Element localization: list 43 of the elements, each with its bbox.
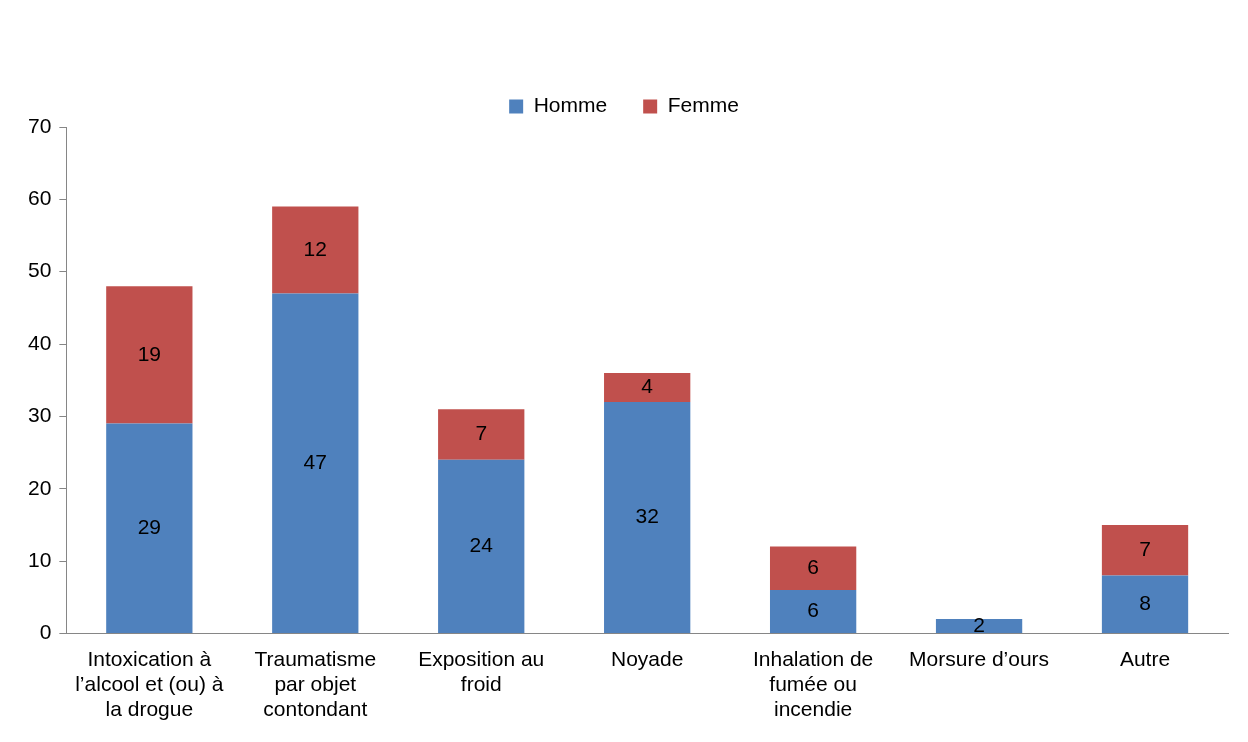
- x-tick-label: Noyade: [610, 646, 684, 670]
- bar: [769, 546, 857, 590]
- bar: [272, 206, 359, 294]
- data-label: 7: [475, 421, 488, 445]
- data-label: 32: [635, 504, 659, 528]
- data-label: 2: [973, 612, 985, 636]
- x-tick-label: Inhalation de fumée ou incendie: [752, 646, 874, 721]
- data-label: 7: [1139, 537, 1151, 560]
- bar: [1101, 524, 1189, 576]
- bar: [604, 401, 691, 633]
- bar: [769, 589, 857, 633]
- y-tick-label: 0: [39, 620, 52, 644]
- x-tick-label: Morsure d’ours: [909, 646, 1050, 670]
- y-tick-label: 30: [28, 403, 52, 427]
- bar: [106, 286, 193, 424]
- data-label: 29: [137, 515, 162, 539]
- bar: [1101, 575, 1189, 633]
- y-tick-label: 20: [28, 475, 52, 499]
- data-label: 6: [807, 598, 819, 622]
- y-tick-label: 60: [28, 186, 52, 210]
- x-tick-label: Autre: [1119, 646, 1171, 670]
- y-tick-label: 40: [28, 330, 52, 354]
- y-tick-label: 70: [28, 113, 52, 137]
- bar: [604, 372, 691, 402]
- x-tick-label: Exposition au froid: [418, 646, 545, 695]
- bar: [438, 459, 525, 633]
- bar: [272, 293, 359, 633]
- x-tick-label: Intoxication à l’alcool et (ou) à la drogue: [75, 646, 224, 721]
- legend-label: Homme: [533, 93, 608, 117]
- y-tick-label: 50: [28, 258, 52, 282]
- data-label: 24: [469, 533, 494, 557]
- data-label: 47: [303, 449, 327, 473]
- data-label: 19: [137, 341, 162, 365]
- data-label: 6: [807, 555, 819, 579]
- bar: [935, 618, 1023, 633]
- bar: [106, 423, 193, 633]
- data-label: 12: [303, 236, 327, 260]
- data-label: 8: [1139, 591, 1151, 615]
- y-tick-label: 10: [28, 547, 52, 571]
- bar: [438, 409, 525, 460]
- data-label: 4: [641, 374, 654, 398]
- x-tick-label: Traumatisme par objet contondant: [254, 646, 377, 721]
- legend-label: Femme: [667, 93, 739, 117]
